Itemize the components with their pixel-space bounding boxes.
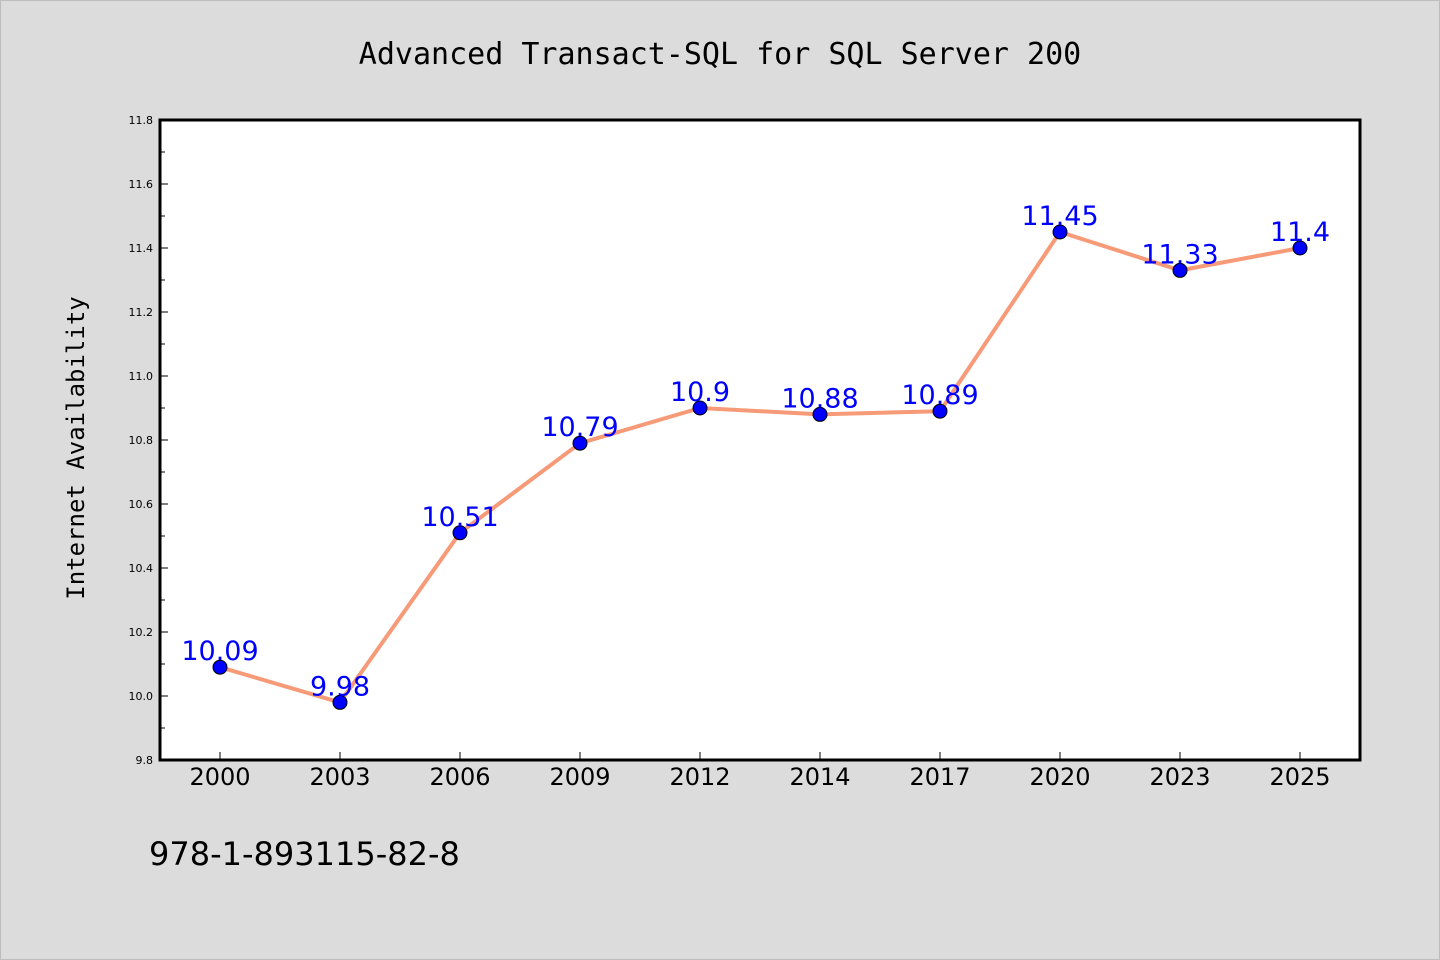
x-tick-label: 2023 xyxy=(1149,763,1210,791)
data-point xyxy=(452,525,468,541)
isbn-footer: 978-1-893115-82-8 xyxy=(149,835,460,873)
data-point xyxy=(332,694,348,710)
data-series: 10.09 9.98 10.51 10.79 10.9 10.88 10.89 11.45 11… xyxy=(181,201,1330,710)
y-tick-label: 10.4 xyxy=(129,562,154,575)
y-axis-label: Internet Availability xyxy=(62,296,90,599)
x-tick-label: 2017 xyxy=(909,763,970,791)
data-label: 10.9 xyxy=(670,377,730,408)
y-tick-label: 11.6 xyxy=(129,178,154,191)
data-point xyxy=(1292,240,1308,256)
x-axis-ticks: 2000 2003 2006 2009 2012 2014 2017 2020 2023 2025 xyxy=(189,752,1331,791)
x-tick-label: 2014 xyxy=(789,763,850,791)
data-point xyxy=(932,403,948,419)
x-tick-label: 2025 xyxy=(1269,763,1330,791)
x-tick-label: 2000 xyxy=(189,763,250,791)
y-tick-label: 10.0 xyxy=(129,690,154,703)
chart-title: Advanced Transact-SQL for SQL Server 200 xyxy=(359,37,1081,72)
data-point xyxy=(212,659,228,675)
y-tick-label: 10.6 xyxy=(129,498,154,511)
data-point xyxy=(812,406,828,422)
y-tick-label: 9.8 xyxy=(136,754,154,767)
y-tick-label: 11.4 xyxy=(129,242,154,255)
data-point xyxy=(1172,262,1188,278)
x-tick-label: 2020 xyxy=(1029,763,1090,791)
y-axis-ticks: 9.8 10.0 10.2 10.4 10.6 10.8 11.0 11.2 11.4 11.6 1… xyxy=(129,114,168,767)
data-label: 10.89 xyxy=(901,380,978,411)
data-point xyxy=(1052,224,1068,240)
data-label: 10.88 xyxy=(781,383,858,414)
plot-area xyxy=(158,118,1362,762)
data-label: 10.09 xyxy=(181,636,258,667)
data-point xyxy=(692,400,708,416)
x-tick-label: 2006 xyxy=(429,763,490,791)
data-label: 11.45 xyxy=(1021,201,1098,232)
data-label: 9.98 xyxy=(310,671,370,702)
y-tick-label: 11.8 xyxy=(129,114,154,127)
data-label: 10.51 xyxy=(421,502,498,533)
y-tick-label: 11.0 xyxy=(129,370,154,383)
series-line xyxy=(219,230,1301,705)
y-tick-label: 11.2 xyxy=(129,306,154,319)
x-tick-label: 2009 xyxy=(549,763,610,791)
data-label: 11.33 xyxy=(1141,239,1218,270)
x-tick-label: 2003 xyxy=(309,763,370,791)
y-tick-label: 10.8 xyxy=(129,434,154,447)
data-label: 10.79 xyxy=(541,412,618,443)
data-label: 11.4 xyxy=(1270,217,1330,248)
y-tick-label: 10.2 xyxy=(129,626,154,639)
x-tick-label: 2012 xyxy=(669,763,730,791)
data-point xyxy=(572,435,588,451)
